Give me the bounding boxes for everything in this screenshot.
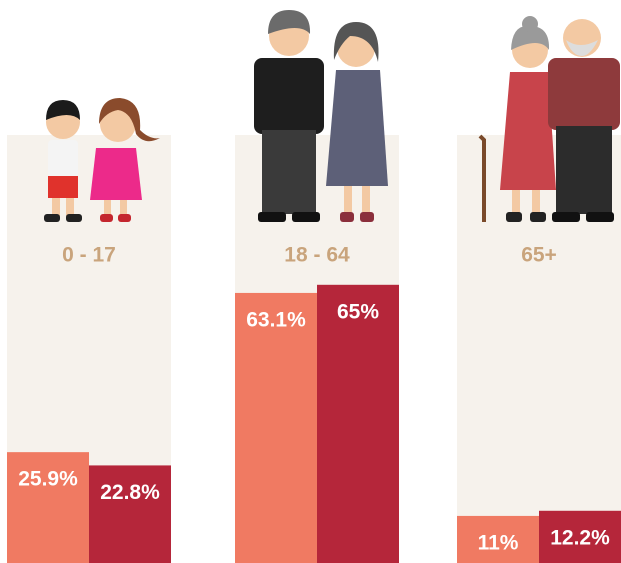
value-label: 11% <box>478 531 519 554</box>
chart: 0 - 17 18 - 64 65+ <box>0 0 621 563</box>
adult-man <box>254 10 324 222</box>
elderly-man <box>548 19 620 222</box>
category-label: 18 - 64 <box>284 244 350 267</box>
value-label: 63.1% <box>246 308 306 331</box>
category-label: 65+ <box>521 244 557 267</box>
value-label: 22.8% <box>100 481 160 504</box>
bar <box>235 293 317 563</box>
value-label: 12.2% <box>550 526 610 549</box>
bar <box>317 285 399 563</box>
value-label: 25.9% <box>18 468 78 491</box>
category-label: 0 - 17 <box>62 244 116 267</box>
value-label: 65% <box>337 300 379 323</box>
